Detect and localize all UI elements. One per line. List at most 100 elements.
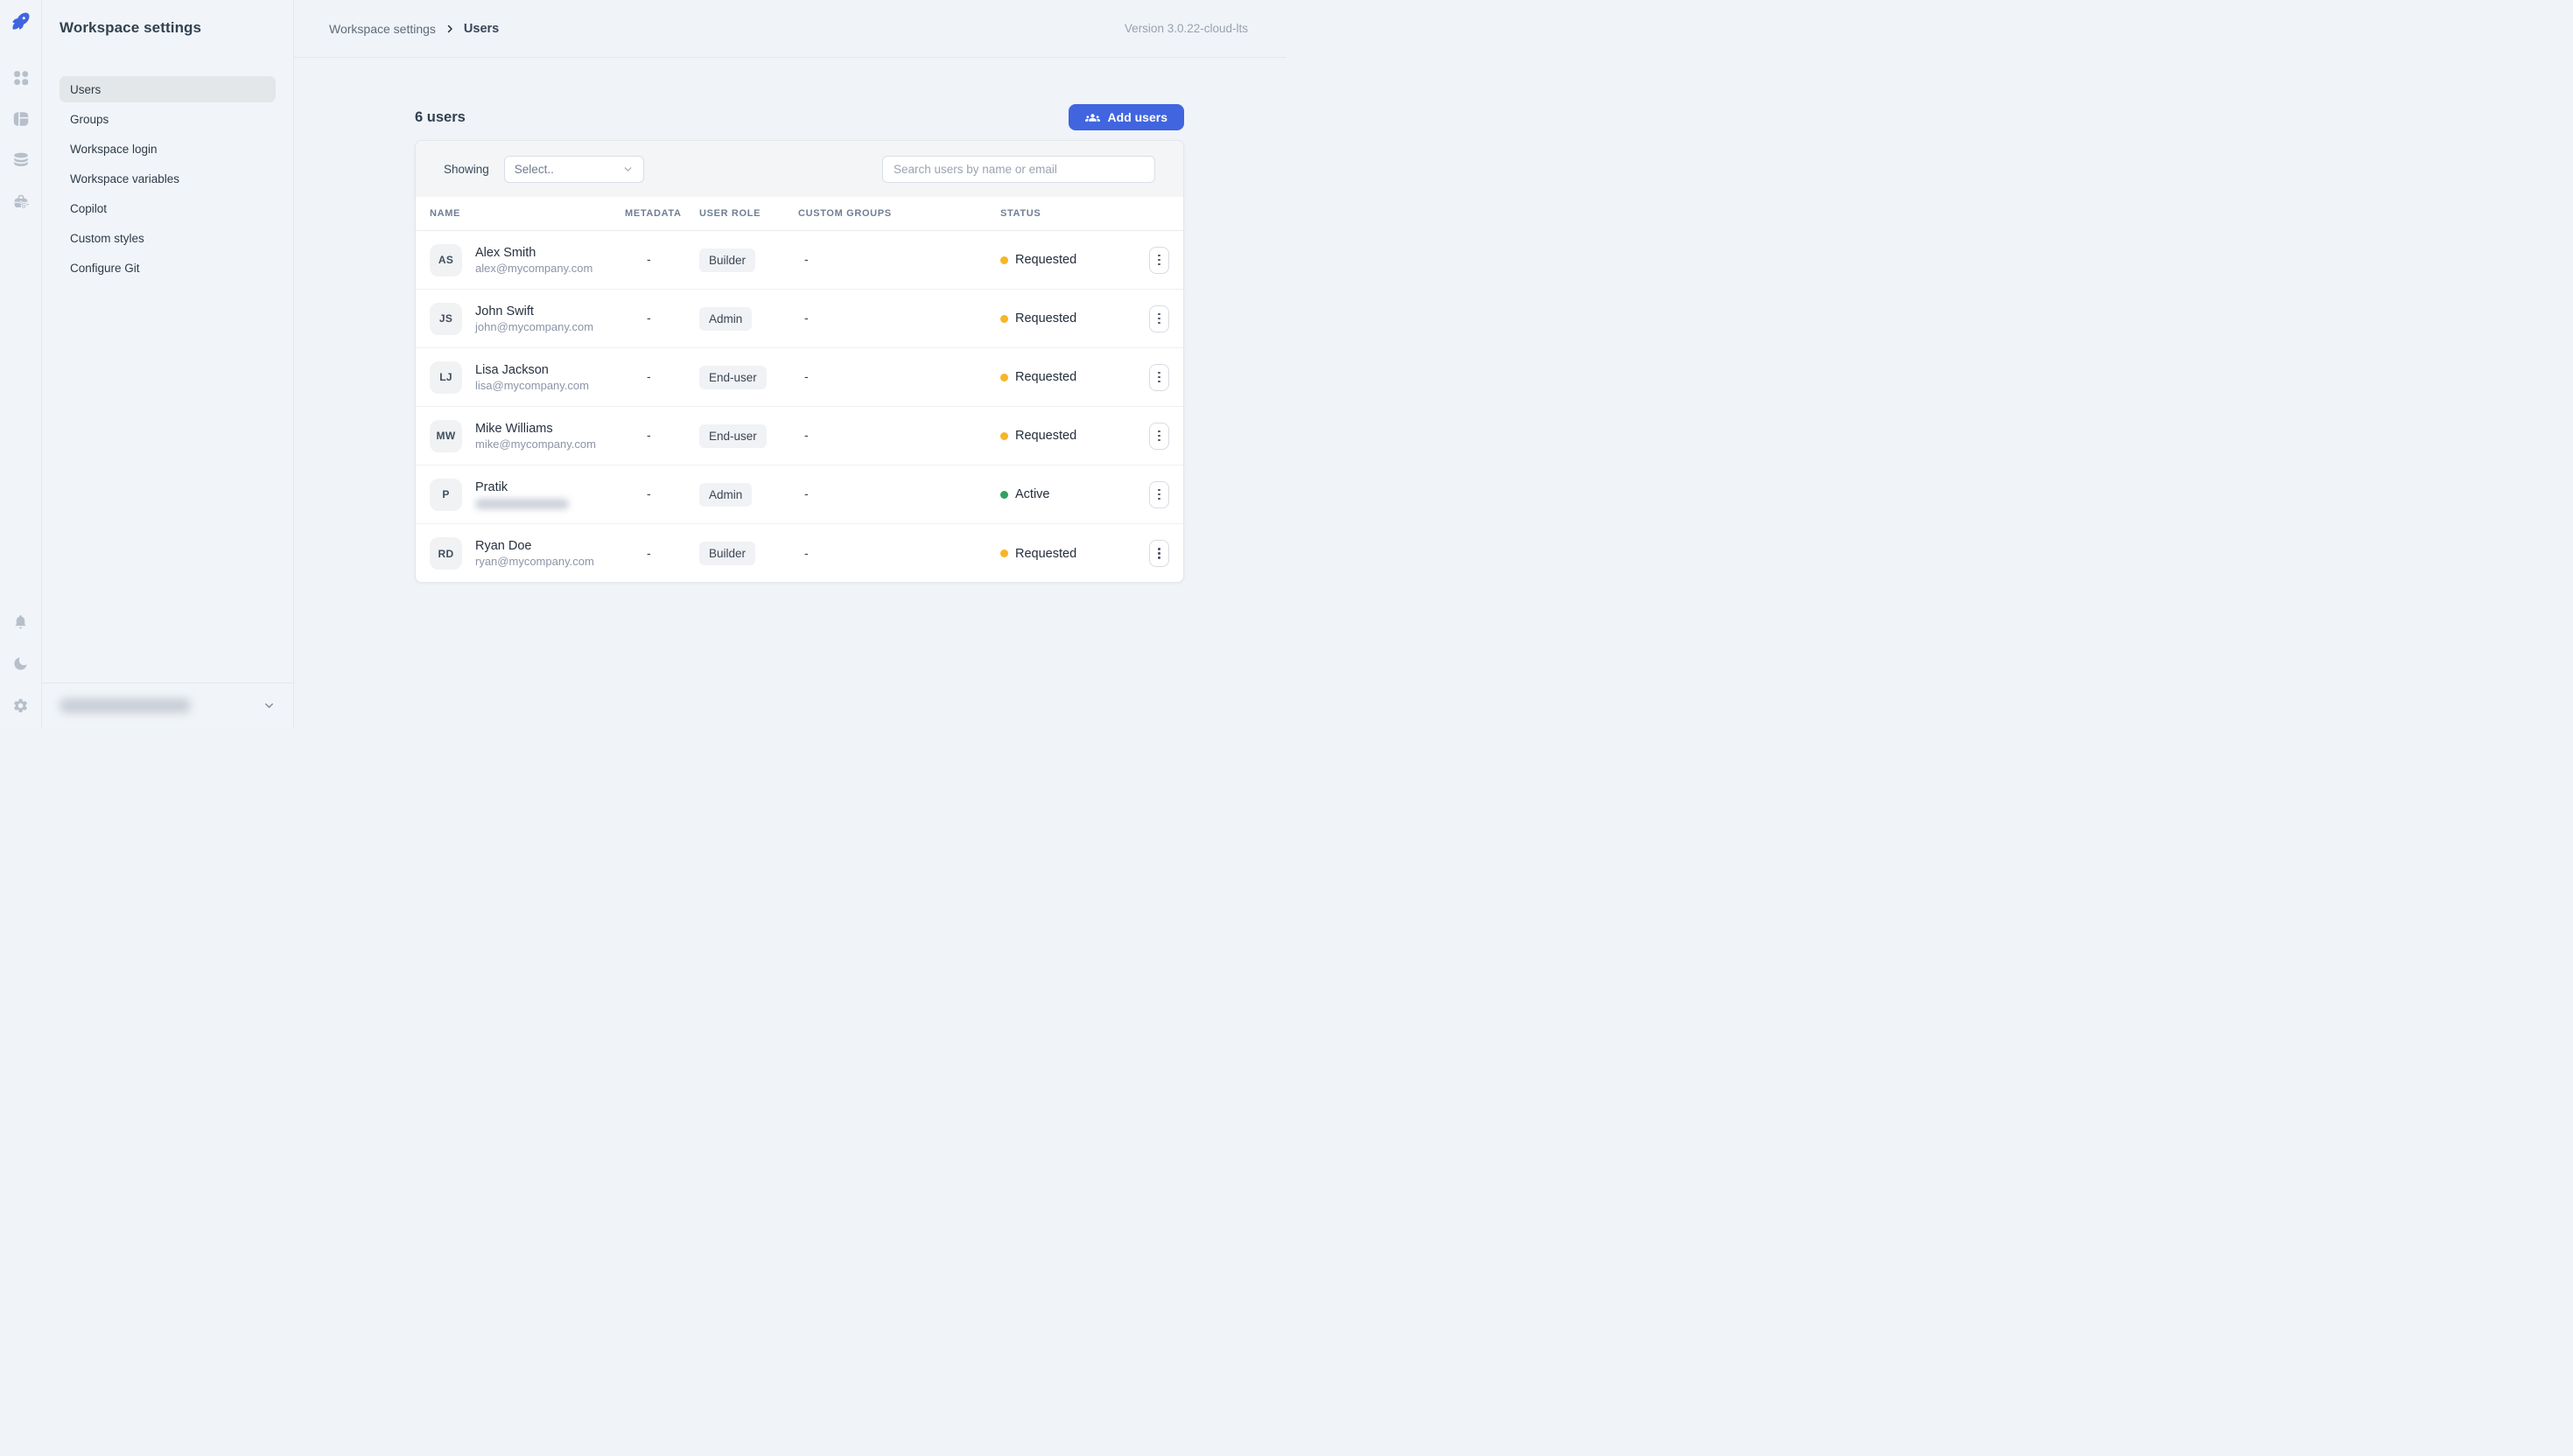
row-menu-kebab-button[interactable] [1149,540,1169,567]
custom-groups-cell: - [804,486,809,500]
user-email [475,498,569,509]
settings-gear-icon[interactable] [12,697,29,714]
rail-nav-group [11,68,31,211]
role-badge: Admin [699,482,753,507]
status-label: Requested [1015,253,1077,267]
sidebar-menu: Users Groups Workspace login Workspace vari… [60,76,276,284]
user-table-row: P Pratik - Admin - Active [416,466,1183,524]
status-cell: Active [1000,487,1133,501]
dark-mode-moon-icon[interactable] [12,655,29,672]
row-menu-kebab-button[interactable] [1149,422,1169,450]
actions-cell [1133,246,1169,274]
search-users-input[interactable] [882,155,1155,183]
breadcrumb: Workspace settings Users [329,22,499,36]
workspace-switcher[interactable] [42,682,293,728]
sidebar-item-groups[interactable]: Groups [60,106,276,132]
app-builder-icon[interactable] [11,109,31,129]
user-table-row: LJ Lisa Jackson lisa@mycompany.com - End… [416,348,1183,407]
user-email: lisa@mycompany.com [475,378,589,392]
actions-cell [1133,363,1169,391]
notifications-bell-icon[interactable] [12,613,29,630]
chevron-down-icon [624,166,632,172]
sidebar-item-label: Configure Git [70,261,140,275]
avatar: AS [430,243,462,276]
sidebar-item-configure-git[interactable]: Configure Git [60,255,276,281]
apps-icon[interactable] [11,68,31,88]
user-role-cell: End-user [699,424,798,448]
sidebar-item-label: Workspace login [70,142,158,156]
version-label: Version 3.0.22-cloud-lts [1124,22,1248,35]
showing-label: Showing [444,162,489,176]
row-menu-kebab-button[interactable] [1149,363,1169,391]
user-name: Lisa Jackson [475,362,549,377]
metadata-cell: - [647,486,651,500]
column-header-status: STATUS [1000,208,1041,219]
metadata-cell: - [647,369,651,383]
sidebar-item-workspace-login[interactable]: Workspace login [60,136,276,162]
sidebar-item-custom-styles[interactable]: Custom styles [60,225,276,251]
user-role-cell: Builder [699,248,798,272]
user-role-cell: Admin [699,482,798,507]
row-menu-kebab-button[interactable] [1149,304,1169,332]
name-cell: RD Ryan Doe ryan@mycompany.com [430,537,625,570]
status-dot-icon [1000,431,1008,440]
row-menu-kebab-button[interactable] [1149,480,1169,508]
database-icon[interactable] [11,150,31,170]
add-users-label: Add users [1107,110,1167,124]
rocket-logo-icon[interactable] [10,10,32,32]
main-area: Workspace settings Users Version 3.0.22-… [294,0,1286,728]
role-badge: Builder [699,542,756,565]
sidebar-item-label: Copilot [70,201,108,215]
status-label: Requested [1015,429,1077,443]
avatar: JS [430,302,462,335]
user-email: john@mycompany.com [475,319,594,333]
avatar: MW [430,419,462,452]
name-cell: LJ Lisa Jackson lisa@mycompany.com [430,360,625,394]
sidebar-item-copilot[interactable]: Copilot [60,195,276,221]
page-heading-row: 6 users Add users [415,104,1184,130]
status-dot-icon [1000,550,1008,557]
row-menu-kebab-button[interactable] [1149,246,1169,274]
custom-groups-cell: - [804,311,809,325]
rail-utility-group [12,613,29,728]
custom-groups-cell: - [804,428,809,442]
settings-sidebar: Workspace settings Users Groups Workspace … [42,0,294,728]
users-page: 6 users Add users Showing Select.. NAME M… [415,104,1184,583]
status-cell: Requested [1000,429,1133,443]
actions-cell [1133,304,1169,332]
user-table-row: JS John Swift john@mycompany.com - Admin… [416,290,1183,348]
status-dot-icon [1000,490,1008,499]
table-toolbar: Showing Select.. [416,141,1183,197]
status-filter-select[interactable]: Select.. [503,155,644,183]
sidebar-item-workspace-variables[interactable]: Workspace variables [60,165,276,192]
sidebar-item-label: Custom styles [70,231,144,245]
status-label: Requested [1015,312,1077,326]
sidebar-item-users[interactable]: Users [60,76,276,102]
main-header: Workspace settings Users Version 3.0.22-… [294,0,1286,58]
chevron-down-icon[interactable] [263,699,276,712]
user-email: alex@mycompany.com [475,261,593,275]
status-dot-icon [1000,314,1008,323]
user-role-cell: Admin [699,306,798,331]
status-cell: Requested [1000,312,1133,326]
icon-rail [0,0,42,728]
name-cell: AS Alex Smith alex@mycompany.com [430,243,625,276]
users-count: 6 users [415,108,466,125]
add-users-button[interactable]: Add users [1068,104,1184,130]
workspace-name-redacted [60,698,191,713]
custom-groups-cell: - [804,369,809,383]
user-email: mike@mycompany.com [475,437,596,451]
role-badge: Admin [699,306,753,331]
metadata-cell: - [647,252,651,266]
metadata-cell: - [647,428,651,442]
users-table-card: Showing Select.. NAME METADATA USER ROLE CU… [415,140,1184,583]
breadcrumb-workspace-settings[interactable]: Workspace settings [329,21,436,36]
status-dot-icon [1000,256,1008,264]
status-label: Active [1015,487,1050,501]
workspace-constants-icon[interactable] [11,192,31,211]
users-table-body: AS Alex Smith alex@mycompany.com - Build… [416,231,1183,582]
name-cell: MW Mike Williams mike@mycompany.com [430,419,625,452]
actions-cell [1133,540,1169,567]
name-cell: JS John Swift john@mycompany.com [430,302,625,335]
status-cell: Requested [1000,370,1133,384]
